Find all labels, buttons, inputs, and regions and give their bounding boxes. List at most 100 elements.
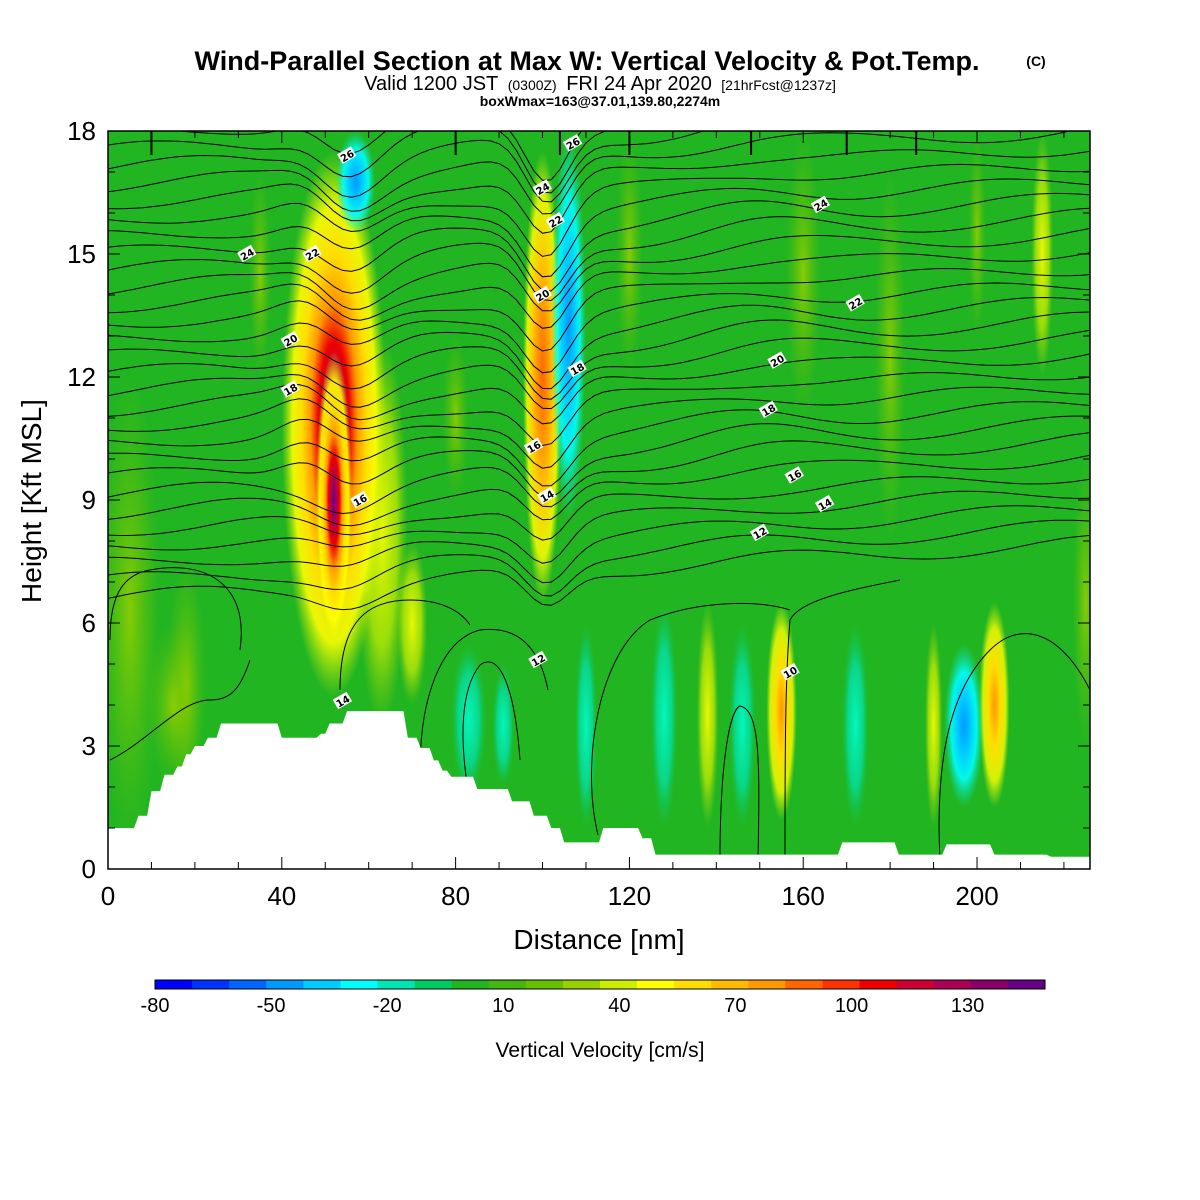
field-streak xyxy=(696,602,719,828)
contour-label-bg xyxy=(532,285,552,304)
colorbar-swatch xyxy=(859,980,898,989)
field-streak xyxy=(651,602,678,828)
field-streak xyxy=(442,336,469,500)
velocity-field xyxy=(108,131,1090,849)
colorbar-tick-label: 10 xyxy=(492,995,514,1017)
y-tick-label: 15 xyxy=(67,239,96,269)
theta-contour-line xyxy=(419,628,549,771)
colorbar-swatch xyxy=(822,980,861,989)
contour-label-bg xyxy=(767,351,787,369)
y-axis-label: Height [Kft MSL] xyxy=(16,399,47,603)
theta-contour-line xyxy=(108,131,609,194)
colorbar-swatch xyxy=(414,980,453,989)
updraft-core xyxy=(979,602,1010,808)
contour-label-bg xyxy=(302,244,322,263)
contour-label-bg xyxy=(536,486,557,505)
theta-contour-line xyxy=(108,401,1090,487)
theta-contour-line xyxy=(108,311,1090,400)
updraft-core xyxy=(766,602,797,820)
y-tick-label: 18 xyxy=(67,116,96,146)
colorbar-swatch xyxy=(340,980,378,989)
y-tick-label: 9 xyxy=(82,485,96,515)
contour-label-bg xyxy=(562,134,583,152)
contour-label-bg xyxy=(237,244,257,263)
theta-contour-line xyxy=(108,329,1090,410)
colorbar-tick-label: 40 xyxy=(608,995,630,1017)
theta-contour-line xyxy=(108,252,1090,329)
theta-contour-line xyxy=(108,131,705,203)
colorbar-tick-label: -50 xyxy=(257,995,286,1017)
colorbar-tick-label: -80 xyxy=(141,995,170,1017)
colorbar-swatch xyxy=(377,980,416,989)
theta-contours xyxy=(108,131,1090,861)
field-streak xyxy=(842,623,869,828)
theta-contour-line xyxy=(108,386,1090,469)
theta-contour-line xyxy=(462,661,521,791)
colorbar-swatch xyxy=(266,980,304,989)
colorbar-tick-label: 130 xyxy=(951,995,984,1017)
x-tick-label: 120 xyxy=(608,881,651,911)
y-tick-label: 12 xyxy=(67,362,96,392)
box-info: boxWmax=163@37.01,139.80,2274m xyxy=(480,93,721,109)
y-tick-label: 0 xyxy=(82,854,96,884)
theta-contour-line xyxy=(109,567,242,651)
x-axis: 0 40 80 120 160 200 xyxy=(101,131,1065,911)
field-streak xyxy=(1031,131,1054,377)
title-block: Wind-Parallel Section at Max W: Vertical… xyxy=(195,46,1046,109)
field-streak xyxy=(1072,459,1090,746)
colorbar-swatch xyxy=(488,980,527,989)
field-streak xyxy=(147,623,200,787)
x-axis-label: Distance [nm] xyxy=(513,924,684,955)
copyright-mark: (C) xyxy=(1026,53,1045,69)
colorbar-swatch xyxy=(451,980,490,989)
terrain-mask xyxy=(108,711,1090,869)
contour-label-bg xyxy=(532,179,552,197)
contour-label-bg xyxy=(280,380,300,398)
colorbar-swatch xyxy=(600,980,638,989)
theta-contour-line xyxy=(108,131,1073,215)
colorbar-swatch xyxy=(525,980,564,989)
theta-contour-line xyxy=(108,163,1090,257)
theta-contour-line xyxy=(108,372,1090,447)
colorbar-swatch xyxy=(192,980,230,989)
x-tick-label: 0 xyxy=(101,881,115,911)
contour-label-bg xyxy=(523,437,544,456)
colorbar-swatch xyxy=(970,980,1009,989)
field-streak xyxy=(492,664,515,787)
contour-label-bg xyxy=(814,494,835,513)
colorbar-swatch xyxy=(562,980,601,989)
colorbar-tick-label: 100 xyxy=(835,995,868,1017)
theta-contour-line xyxy=(108,192,1090,292)
field-streak xyxy=(924,623,943,828)
field-streak xyxy=(729,623,756,828)
field-streak xyxy=(396,541,428,705)
downdraft-core xyxy=(944,643,984,808)
colorbar-swatch xyxy=(155,980,193,989)
forecast-info: [21hrFcst@1237z] xyxy=(721,77,836,93)
chart-title: Wind-Parallel Section at Max W: Vertical… xyxy=(195,46,980,76)
valid-date: FRI 24 Apr 2020 xyxy=(566,73,712,95)
contour-label-bg xyxy=(280,330,300,349)
x-tick-label: 160 xyxy=(782,881,825,911)
field-streak xyxy=(785,131,821,418)
colorbar-tick-label: -20 xyxy=(373,995,402,1017)
theta-contour-line xyxy=(108,227,1090,312)
contour-label-bg xyxy=(758,400,778,419)
contour-label-bg xyxy=(810,195,831,214)
downdraft-core xyxy=(336,131,376,234)
theta-contour-line xyxy=(108,490,1090,564)
theta-contour-line xyxy=(108,178,1090,278)
y-axis: 0 3 6 9 12 15 18 xyxy=(67,116,1090,884)
colorbar-swatch xyxy=(896,980,935,989)
field-streak xyxy=(874,172,906,541)
theta-contour-line xyxy=(108,353,1090,425)
colorbar-swatch xyxy=(785,980,823,989)
colorbar-swatch xyxy=(933,980,972,989)
contour-label-bg xyxy=(350,490,370,509)
contour-label-bg xyxy=(332,691,353,710)
colorbar-title: Vertical Velocity [cm/s] xyxy=(496,1039,705,1062)
theta-contour-line xyxy=(108,282,1090,374)
field-streak xyxy=(451,643,487,796)
colorbar-swatch xyxy=(637,980,675,989)
